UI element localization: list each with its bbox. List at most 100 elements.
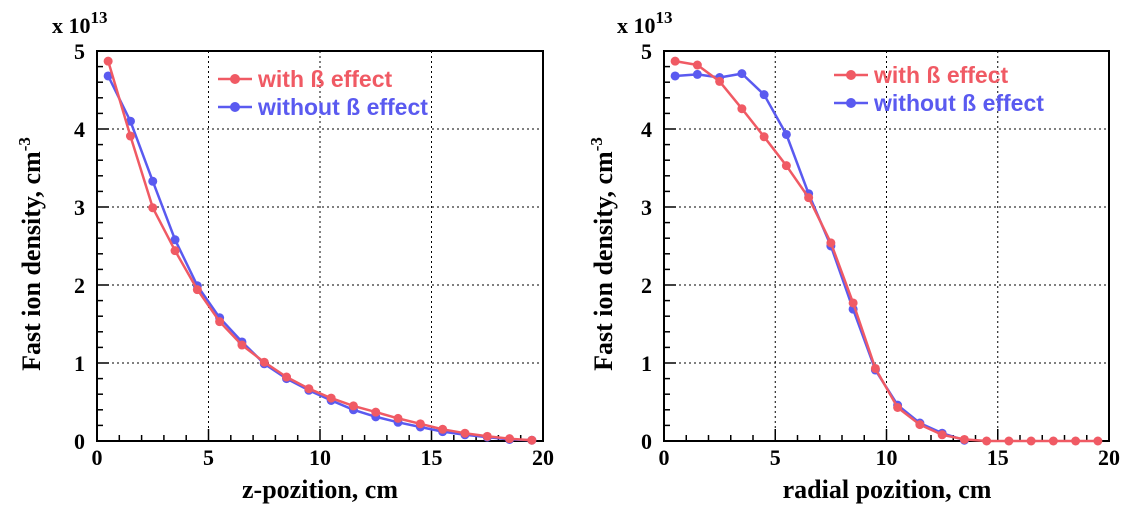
data-point: [460, 428, 470, 438]
left-chart-panel: 0 5 10 15 20 0 1 2 3 4 5 z-pozition, cm Fast ion den…: [15, 8, 554, 504]
data-point: [1004, 436, 1014, 446]
data-point: [937, 430, 947, 440]
series-with-beta: [103, 56, 537, 445]
series-without-beta: [670, 69, 969, 445]
scale-factor-label: x 1013: [52, 8, 108, 38]
data-point: [170, 235, 180, 245]
data-point: [781, 129, 791, 139]
data-point: [1048, 436, 1058, 446]
x-tick-label: 20: [1098, 445, 1120, 470]
x-tick-label: 5: [770, 445, 781, 470]
y-tick-label: 1: [641, 351, 652, 376]
y-axis-title-exponent: -3: [15, 137, 34, 151]
data-point: [692, 69, 702, 79]
data-point: [982, 436, 992, 446]
data-point: [870, 363, 880, 373]
y-axis-title: Fast ion density, cm-3: [587, 137, 618, 371]
legend-label: with ß effect: [873, 62, 1009, 88]
data-point: [1026, 436, 1036, 446]
y-axis-title-text: Fast ion density, cm: [589, 151, 618, 371]
legend-label: without ß effect: [257, 94, 428, 120]
x-tick-label: 10: [876, 445, 898, 470]
y-tick-label: 3: [74, 195, 85, 220]
scale-factor-exponent: 13: [656, 8, 673, 27]
y-tick-label: 0: [74, 429, 85, 454]
x-tick-label: 20: [532, 445, 554, 470]
data-point: [505, 434, 515, 444]
data-point: [692, 60, 702, 70]
data-point: [393, 413, 403, 423]
data-point: [304, 384, 314, 394]
scale-factor-label: x 1013: [617, 8, 673, 38]
scale-factor-exponent: 13: [91, 8, 108, 27]
data-point: [527, 435, 537, 445]
x-tick-label: 0: [659, 445, 670, 470]
x-tick-label: 15: [987, 445, 1009, 470]
data-point: [237, 340, 247, 350]
data-point: [826, 238, 836, 248]
scale-factor-base: x 10: [52, 13, 91, 38]
data-point: [282, 372, 292, 382]
y-tick-label: 2: [641, 273, 652, 298]
x-tick-label: 10: [309, 445, 331, 470]
data-point: [148, 203, 158, 213]
x-tick-label: 0: [92, 445, 103, 470]
data-point: [759, 90, 769, 100]
legend-marker: [230, 74, 240, 84]
data-point: [148, 176, 158, 186]
data-point: [893, 402, 903, 412]
data-point: [415, 419, 425, 429]
data-point: [371, 407, 381, 417]
y-tick-label: 4: [641, 117, 652, 142]
data-point: [737, 69, 747, 79]
data-point: [848, 298, 858, 308]
data-point: [103, 71, 113, 81]
data-point: [915, 420, 925, 430]
y-tick-label: 4: [74, 117, 85, 142]
data-point: [959, 434, 969, 444]
data-point: [1093, 436, 1103, 446]
data-point: [125, 131, 135, 141]
data-point: [804, 193, 814, 203]
series-line: [107, 75, 532, 442]
data-point: [259, 357, 269, 367]
data-point: [192, 285, 202, 295]
y-tick-label: 1: [74, 351, 85, 376]
y-tick-label: 0: [641, 429, 652, 454]
data-point: [482, 431, 492, 441]
data-point: [170, 246, 180, 256]
data-point: [103, 56, 113, 66]
y-tick-label: 5: [641, 39, 652, 64]
x-axis-title: z-pozition, cm: [242, 475, 398, 504]
data-point: [326, 393, 336, 403]
y-tick-label: 3: [641, 195, 652, 220]
legend-label: without ß effect: [873, 90, 1044, 116]
x-tick-label: 15: [421, 445, 443, 470]
series-with-beta: [670, 56, 1103, 446]
data-point: [759, 132, 769, 142]
x-axis-title: radial pozition, cm: [783, 475, 992, 504]
data-point: [670, 56, 680, 66]
legend-marker: [846, 98, 856, 108]
data-point: [215, 317, 225, 327]
y-axis-title-text: Fast ion density, cm: [17, 151, 46, 371]
grid: [97, 51, 543, 441]
legend-label: with ß effect: [257, 66, 393, 92]
scale-factor-base: x 10: [617, 13, 656, 38]
y-axis-title-exponent: -3: [587, 137, 606, 151]
data-point: [737, 104, 747, 114]
data-point: [438, 424, 448, 434]
plot-frame: [96, 50, 544, 442]
data-point: [715, 76, 725, 86]
legend-marker: [230, 102, 240, 112]
plot-frame: [663, 50, 1110, 442]
data-point: [670, 71, 680, 81]
data-point: [781, 161, 791, 171]
legend-marker: [846, 70, 856, 80]
y-tick-label: 2: [74, 273, 85, 298]
y-axis-title: Fast ion density, cm-3: [15, 137, 46, 371]
data-point: [125, 116, 135, 126]
